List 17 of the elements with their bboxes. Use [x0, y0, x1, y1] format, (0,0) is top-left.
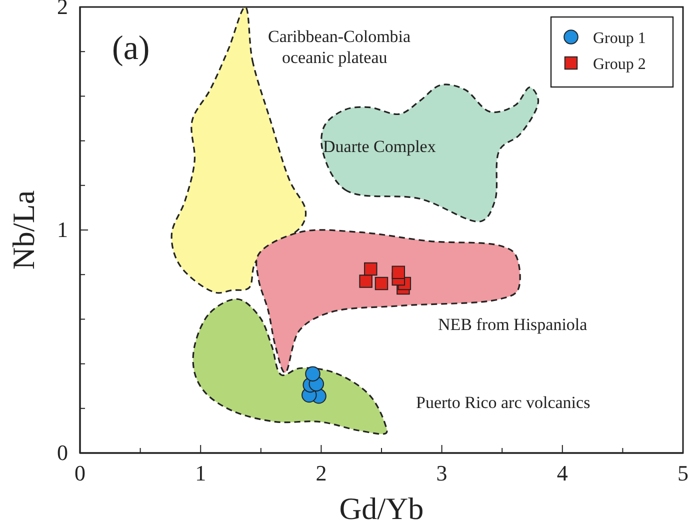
- y-axis-title: Nb/La: [6, 190, 41, 270]
- annotation: (a): [112, 30, 150, 67]
- x-tick-label: 4: [556, 460, 568, 486]
- annotation: Caribbean-Colombia oceanic plateau: [268, 27, 412, 67]
- x-tick-label: 3: [436, 460, 448, 486]
- x-tick-label: 5: [678, 460, 688, 486]
- x-tick-label: 1: [195, 460, 206, 486]
- x-tick-label: 2: [316, 460, 327, 486]
- x-tick-label: 0: [74, 460, 86, 486]
- y-tick-label: 1: [57, 217, 68, 242]
- annotation: NEB from Hispaniola: [438, 315, 588, 334]
- annotation: Puerto Rico arc volcanics: [416, 393, 590, 412]
- annotation: Duarte Complex: [323, 137, 436, 156]
- legend-label: Group 1: [593, 30, 646, 47]
- x-axis-title: Gd/Yb: [339, 491, 424, 526]
- legend-label: Group 2: [593, 56, 646, 73]
- y-tick-label: 0: [57, 440, 68, 466]
